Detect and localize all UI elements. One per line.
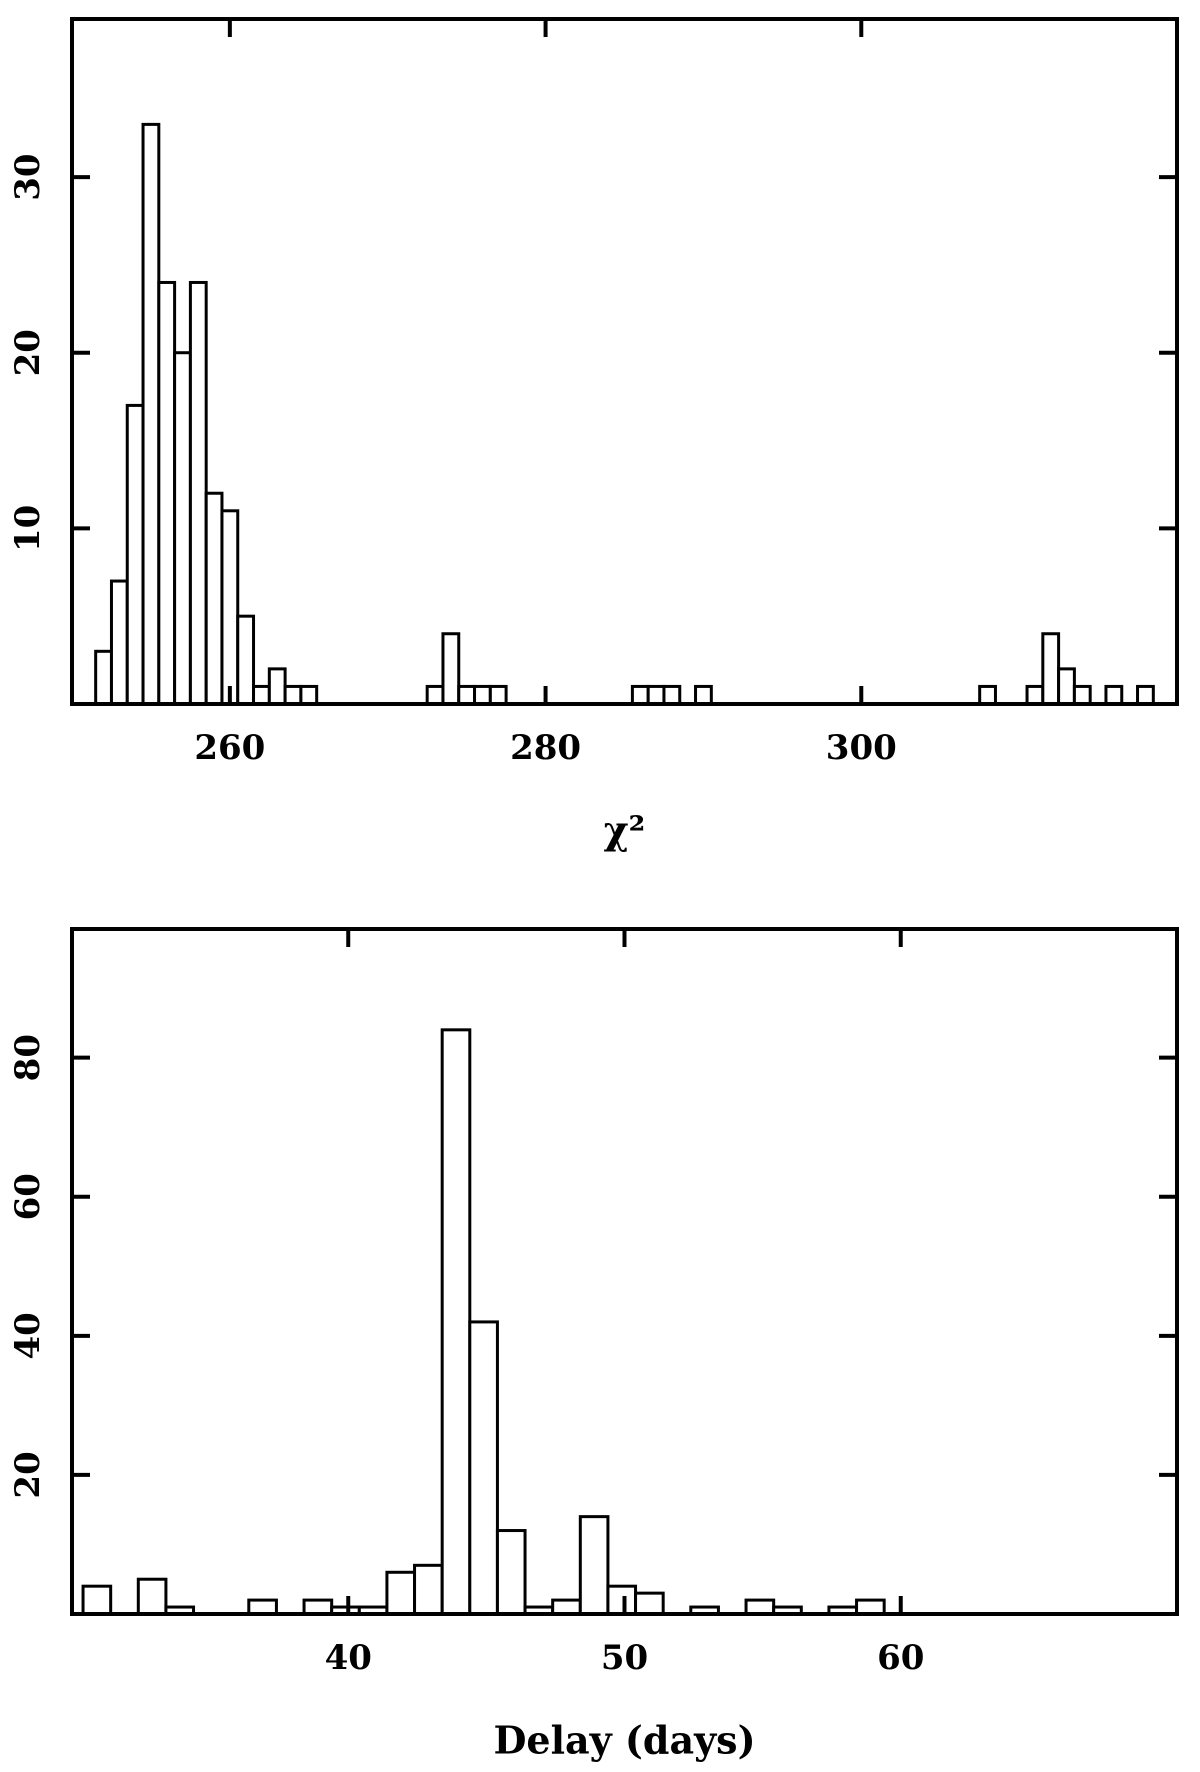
y-tick-label: 60 bbox=[8, 1173, 48, 1220]
bar bbox=[694, 684, 713, 706]
bar bbox=[1136, 684, 1155, 706]
bar bbox=[141, 122, 161, 706]
plot-frame bbox=[70, 927, 1179, 1616]
bar bbox=[425, 684, 445, 706]
bar bbox=[634, 1591, 665, 1616]
bar bbox=[646, 684, 666, 706]
bar bbox=[157, 280, 177, 706]
bar bbox=[978, 684, 997, 706]
bar bbox=[413, 1563, 444, 1616]
bar bbox=[283, 684, 303, 706]
bar bbox=[94, 649, 113, 706]
bar bbox=[1072, 684, 1092, 706]
bar bbox=[236, 614, 256, 706]
bar bbox=[299, 684, 319, 706]
bar bbox=[252, 684, 271, 706]
bar bbox=[855, 1598, 886, 1616]
bar bbox=[1104, 684, 1124, 706]
x-tick-label: 60 bbox=[877, 1638, 924, 1678]
y-tick-label: 20 bbox=[8, 329, 48, 376]
bar bbox=[551, 1598, 582, 1616]
bar bbox=[1057, 667, 1076, 706]
bar bbox=[468, 1320, 499, 1616]
bar bbox=[220, 509, 240, 706]
x-tick-label: 300 bbox=[826, 728, 897, 768]
x-axis-label: χ² bbox=[604, 808, 646, 853]
y-tick-label: 40 bbox=[8, 1312, 48, 1359]
bar bbox=[578, 1515, 610, 1616]
bar bbox=[81, 1584, 113, 1616]
bar bbox=[109, 579, 129, 706]
bar bbox=[488, 684, 508, 706]
bar bbox=[1041, 632, 1061, 706]
bar bbox=[247, 1598, 278, 1616]
y-tick-label: 80 bbox=[8, 1034, 48, 1081]
bar bbox=[744, 1598, 776, 1616]
bar bbox=[267, 667, 287, 706]
y-tick-label: 30 bbox=[8, 153, 48, 200]
bar bbox=[630, 684, 650, 706]
x-tick-label: 40 bbox=[325, 1638, 372, 1678]
bar bbox=[440, 1028, 472, 1616]
x-tick-label: 260 bbox=[194, 728, 265, 768]
bar bbox=[495, 1529, 527, 1616]
x-tick-label: 280 bbox=[510, 728, 581, 768]
bar bbox=[606, 1584, 638, 1616]
bar bbox=[662, 684, 682, 706]
bar bbox=[473, 684, 492, 706]
x-tick-label: 50 bbox=[601, 1638, 648, 1678]
bar bbox=[173, 351, 192, 706]
bar bbox=[1025, 684, 1045, 706]
bar bbox=[441, 632, 461, 706]
plot-frame bbox=[70, 17, 1179, 706]
bar bbox=[302, 1598, 334, 1616]
bar bbox=[125, 403, 145, 706]
bar bbox=[385, 1570, 417, 1616]
y-tick-label: 20 bbox=[8, 1451, 48, 1498]
x-axis-label: Delay (days) bbox=[493, 1718, 755, 1763]
bar bbox=[136, 1577, 168, 1616]
y-tick-label: 10 bbox=[8, 505, 48, 552]
bar bbox=[188, 280, 208, 706]
bar bbox=[457, 684, 477, 706]
bar bbox=[204, 491, 224, 706]
